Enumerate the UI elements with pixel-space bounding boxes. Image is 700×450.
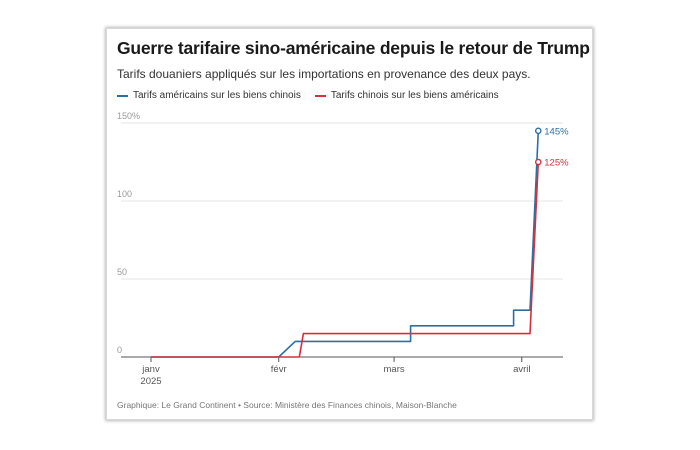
chart-title: Guerre tarifaire sino-américaine depuis … — [117, 38, 590, 58]
chart-card: Guerre tarifaire sino-américaine depuis … — [106, 28, 593, 420]
source-note: Graphique: Le Grand Continent • Source: … — [117, 400, 457, 410]
legend-item-us: Tarifs américains sur les biens chinois — [117, 90, 301, 101]
y-tick-label: 150% — [117, 111, 140, 121]
series-endpoint-0 — [534, 127, 542, 135]
legend-label-china: Tarifs chinois sur les biens américains — [330, 90, 499, 101]
y-tick-label: 50 — [117, 267, 127, 277]
legend-swatch-china — [314, 94, 326, 97]
y-tick-label: 100 — [117, 189, 132, 199]
chart-subtitle: Tarifs douaniers appliqués sur les impor… — [117, 67, 531, 81]
x-tick-label: avril — [513, 364, 530, 375]
series-endpoint-1 — [534, 158, 542, 166]
x-tick-sublabel: 2025 — [140, 376, 161, 387]
series-end-label-0: 145% — [544, 126, 569, 137]
x-tick-label: mars — [384, 364, 405, 375]
series-line-1 — [151, 161, 540, 358]
legend-item-china: Tarifs chinois sur les biens américains — [314, 90, 499, 101]
x-tick-label: févr — [271, 364, 287, 375]
series-end-label-1: 125% — [544, 158, 569, 169]
series-line-0 — [151, 130, 540, 358]
legend-label-us: Tarifs américains sur les biens chinois — [133, 90, 301, 101]
y-tick-label: 0 — [117, 345, 122, 355]
legend: Tarifs américains sur les biens chinois … — [117, 90, 513, 101]
legend-swatch-us — [117, 94, 128, 97]
x-tick-label: janv — [141, 364, 160, 375]
